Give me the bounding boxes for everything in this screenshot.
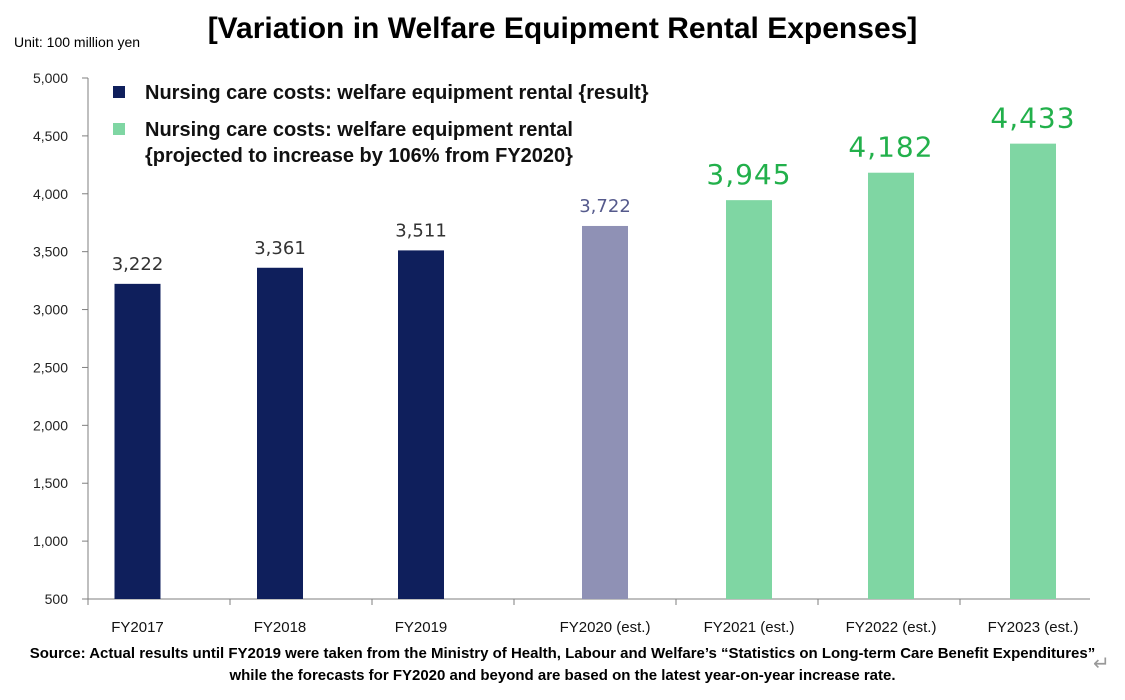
bar: [1010, 143, 1056, 599]
data-label: 3,511: [395, 220, 447, 241]
x-tick-label: FY2022 (est.): [846, 619, 937, 636]
legend-label: Nursing care costs: welfare equipment re…: [145, 82, 649, 104]
legend-swatch: [113, 86, 125, 98]
y-tick-label: 2,000: [33, 417, 68, 433]
data-label: 3,361: [254, 238, 306, 259]
legend-label: Nursing care costs: welfare equipment re…: [145, 119, 573, 141]
bar: [726, 200, 772, 599]
y-tick-label: 5,000: [33, 70, 68, 86]
unit-label: Unit: 100 million yen: [14, 34, 141, 50]
legend-label: {projected to increase by 106% from FY20…: [145, 145, 573, 167]
y-tick-label: 1,000: [33, 533, 68, 549]
x-tick-label: FY2017: [111, 619, 164, 636]
x-tick-label: FY2019: [395, 619, 448, 636]
bar: [114, 283, 161, 599]
chart-title: [Variation in Welfare Equipment Rental E…: [207, 12, 918, 45]
y-tick-label: 3,500: [33, 244, 68, 260]
bar: [257, 267, 303, 599]
bar: [582, 225, 628, 600]
x-tick-label: FY2020 (est.): [560, 619, 651, 636]
y-tick-label: 2,500: [33, 359, 68, 375]
y-tick-label: 4,000: [33, 186, 68, 202]
data-label: 3,222: [112, 254, 164, 275]
legend-swatch: [113, 123, 125, 135]
bar: [398, 250, 444, 599]
x-tick-label: FY2018: [254, 619, 307, 636]
data-label: 3,722: [579, 196, 631, 217]
y-tick-label: 3,000: [33, 302, 68, 318]
y-tick-label: 4,500: [33, 128, 68, 144]
source-note: Source: Actual results until FY2019 were…: [29, 645, 1096, 684]
data-label: 3,945: [706, 158, 791, 191]
bar: [868, 172, 914, 599]
bar-chart: 500 1,000 1,500 2,000 2,500 3,000 3,500 4,000 4,…: [33, 70, 1090, 636]
return-arrow-icon: ↵: [1093, 653, 1110, 675]
y-tick-label: 500: [45, 591, 69, 607]
data-label: 4,433: [990, 102, 1075, 135]
x-tick-label: FY2023 (est.): [988, 619, 1079, 636]
y-tick-label: 1,500: [33, 475, 68, 491]
x-tick-label: FY2021 (est.): [704, 619, 795, 636]
data-label: 4,182: [848, 131, 933, 164]
